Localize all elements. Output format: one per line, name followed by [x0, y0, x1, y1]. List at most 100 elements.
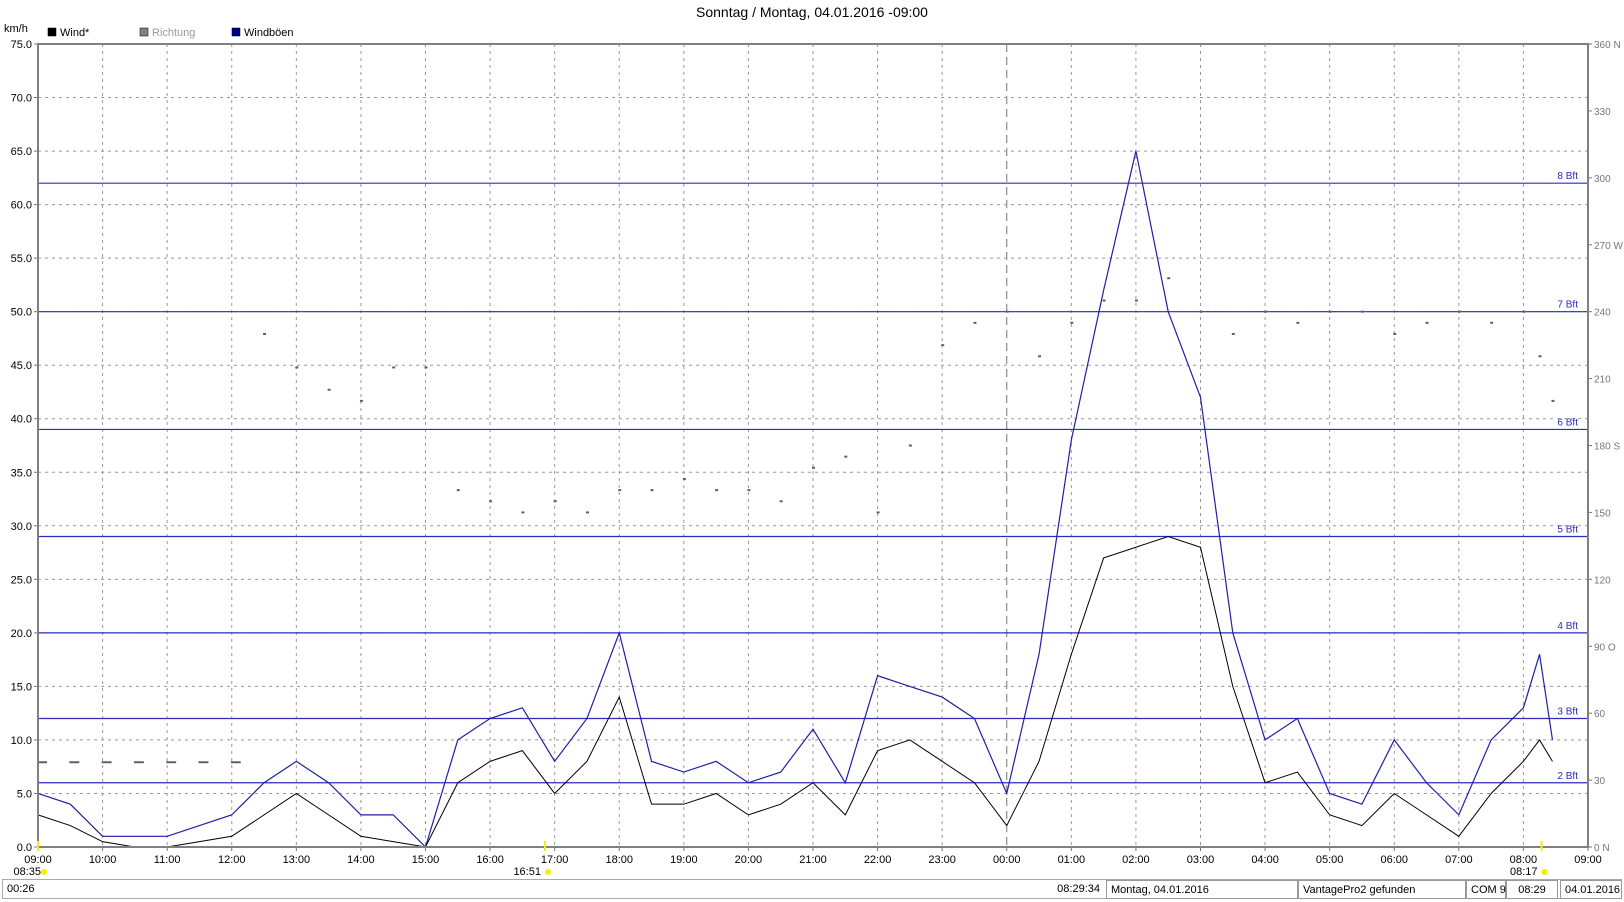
direction-point [1102, 299, 1106, 302]
direction-point [1425, 321, 1429, 324]
direction-point [908, 444, 912, 447]
direction-point [1134, 299, 1138, 302]
statusbar-time: 08:29:34 [2, 880, 1104, 899]
wind-line [37, 535, 1553, 848]
y2-tick-label: 360 N [1594, 40, 1621, 51]
direction-point [69, 761, 80, 764]
x-tick-label: 01:00 [1058, 854, 1086, 866]
direction-point [1490, 321, 1494, 324]
y-tick-label: 5.0 [17, 788, 32, 800]
direction-point [1167, 277, 1171, 280]
direction-point [489, 500, 493, 503]
y2-tick-label: 180 S [1594, 442, 1620, 453]
direction-point [263, 332, 267, 335]
y2-tick-label: 90 O [1594, 642, 1616, 653]
y2-tick-label: 120 [1594, 575, 1611, 586]
status-time: 08:29:34 [1057, 883, 1100, 895]
time-markers: 08:35 16:51 08:17 [13, 841, 1548, 878]
direction-point [327, 388, 331, 391]
direction-point [844, 455, 848, 458]
status-port: COM 9 [1471, 884, 1506, 896]
status-device: VantagePro2 gefunden [1303, 884, 1416, 896]
x-tick-label: 12:00 [218, 854, 246, 866]
direction-point [650, 489, 654, 492]
wind-series [37, 150, 1554, 849]
x-tick-label: 17:00 [541, 854, 569, 866]
x-tick-label: 06:00 [1380, 854, 1408, 866]
direction-point [37, 761, 47, 764]
y2-tick-label: 300 [1594, 174, 1611, 185]
y2-tick-label: 240 [1594, 308, 1611, 319]
y-tick-label: 45.0 [11, 360, 32, 372]
x-tick-label: 08:00 [1510, 854, 1538, 866]
direction-point [521, 511, 525, 514]
x-tick-label: 04:00 [1251, 854, 1279, 866]
legend-swatch [47, 27, 57, 37]
plot-frame [37, 43, 1589, 848]
y-tick-label: 55.0 [11, 253, 32, 265]
y-tick-label: 0.0 [17, 842, 32, 854]
direction-point [1264, 310, 1268, 313]
x-tick-label: 20:00 [735, 854, 763, 866]
direction-point [295, 366, 299, 369]
y2-tick-label: 210 [1594, 375, 1611, 386]
legend-label: Wind* [60, 27, 90, 39]
direction-point [553, 500, 557, 503]
y-axis-label: km/h [4, 23, 28, 35]
y2-tick-label: 30 [1594, 776, 1606, 787]
direction-point [779, 500, 783, 503]
x-tick-label: 21:00 [799, 854, 827, 866]
direction-point [230, 761, 241, 764]
statusbar-date: 04.01.2016 [1560, 880, 1622, 899]
time-marker-label: 08:17 [1510, 866, 1538, 878]
legend-swatch [139, 27, 149, 37]
x-tick-label: 09:00 [24, 854, 52, 866]
x-tick-label: 10:00 [89, 854, 117, 866]
time-marker-dot [544, 869, 551, 875]
elapsed-time: 00:26 [7, 883, 35, 895]
direction-point [456, 489, 460, 492]
y2-axis: 0 N 30 60 90 O 120 150 180 S 210 240 270 W 300 330 3… [1588, 40, 1623, 854]
direction-point [133, 761, 144, 764]
direction-point [1199, 310, 1203, 313]
direction-point [618, 489, 622, 492]
statusbar-clock: 08:29 [1506, 880, 1558, 899]
direction-point [1538, 355, 1542, 358]
x-tick-label: 18:00 [605, 854, 633, 866]
direction-point [876, 511, 880, 514]
time-marker-label: 16:51 [513, 866, 541, 878]
direction-point [359, 399, 363, 402]
direction-point [747, 489, 751, 492]
y-tick-label: 50.0 [11, 307, 32, 319]
y2-tick-label: 270 W [1594, 241, 1623, 252]
y2-tick-label: 150 [1594, 508, 1611, 519]
direction-point [973, 321, 977, 324]
direction-point [198, 761, 209, 764]
direction-point [812, 466, 815, 469]
y-tick-label: 20.0 [11, 628, 32, 640]
x-tick-label: 02:00 [1122, 854, 1150, 866]
y-tick-label: 70.0 [11, 93, 32, 105]
x-tick-label: 19:00 [670, 854, 698, 866]
time-marker-dot [1541, 869, 1548, 875]
beaufort-label: 3 Bft [1557, 707, 1578, 718]
x-axis: 09:00 10:00 11:00 12:00 13:00 14:00 15:00 16:00… [24, 847, 1602, 866]
y2-tick-label: 60 [1594, 709, 1606, 720]
beaufort-label: 8 Bft [1557, 171, 1578, 182]
beaufort-label: 5 Bft [1557, 525, 1578, 536]
x-tick-label: 07:00 [1445, 854, 1473, 866]
y-axis: 0.0 5.0 10.0 15.0 20.0 25.0 30.0 35.0 40.0 45.0 50… [11, 39, 38, 854]
grid [38, 44, 1588, 847]
legend: Wind* Richtung Windböen [47, 27, 294, 39]
y2-tick-label: 0 N [1594, 843, 1610, 854]
direction-point [392, 366, 396, 369]
x-tick-label: 23:00 [928, 854, 956, 866]
direction-series [37, 277, 1555, 764]
x-tick-label: 13:00 [283, 854, 311, 866]
time-marker-dot [41, 869, 47, 875]
y-tick-label: 10.0 [11, 735, 32, 747]
direction-point [424, 366, 428, 369]
y-tick-label: 35.0 [11, 467, 32, 479]
y2-tick-label: 330 [1594, 107, 1611, 118]
